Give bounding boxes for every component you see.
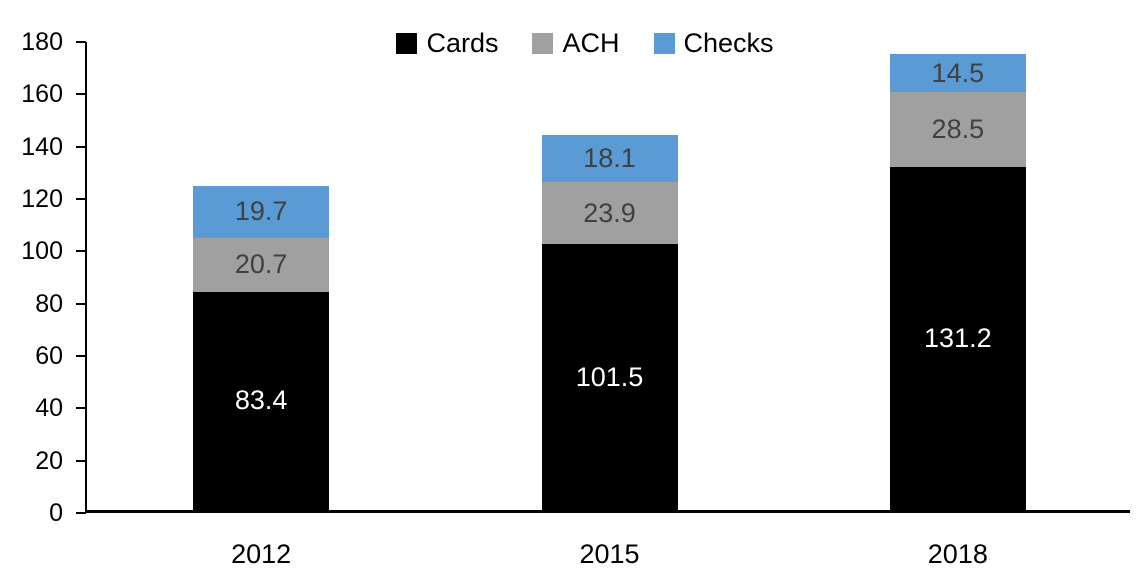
bar-segment-checks-2018: 14.5	[889, 54, 1026, 93]
bar-segment-ach-2015: 23.9	[541, 181, 678, 245]
bar-group-2018: 14.5 28.5 131.2	[889, 54, 1026, 510]
y-axis-tick-label: 100	[21, 237, 63, 266]
y-axis-tick-label: 40	[35, 394, 63, 423]
bar-group-2012: 19.7 20.7 83.4	[193, 186, 330, 510]
value-label: 101.5	[575, 361, 644, 392]
plot-area: 0 20 40 60 80 100 120 140 160 180 19.7 20.7 83.4 2012…	[21, 30, 1130, 569]
y-axis-tick	[76, 93, 86, 96]
legend-label-cards: Cards	[426, 28, 499, 58]
value-label: 83.4	[234, 385, 288, 416]
y-axis-tick-label: 80	[35, 289, 63, 318]
x-axis-label-2012: 2012	[231, 539, 292, 569]
legend-label-checks: Checks	[683, 28, 774, 58]
legend-item-checks: Checks	[653, 28, 774, 58]
bar-segment-checks-2015: 18.1	[541, 134, 678, 182]
y-axis-tick	[76, 407, 86, 410]
y-axis-tick-label: 20	[35, 446, 63, 475]
y-axis-tick-label: 120	[21, 185, 63, 213]
bar-segment-cards-2012: 83.4	[193, 291, 330, 510]
y-axis-tick	[76, 355, 86, 357]
y-axis-tick-label: 160	[21, 80, 63, 109]
y-axis-tick	[76, 302, 86, 305]
y-axis-tick	[76, 512, 86, 514]
value-label: 23.9	[583, 197, 636, 228]
legend-item-cards: Cards	[396, 30, 498, 57]
y-axis-tick-label: 0	[49, 499, 63, 527]
checks-swatch-icon	[653, 33, 675, 54]
value-label: 20.7	[234, 249, 288, 280]
y-axis-tick	[76, 198, 86, 200]
legend-item-ach: ACH	[532, 28, 620, 58]
y-axis-tick	[76, 250, 86, 253]
bar-segment-checks-2012: 19.7	[193, 186, 330, 238]
y-axis-tick	[76, 145, 86, 148]
bar-segment-cards-2018: 131.2	[889, 166, 1026, 510]
value-label: 131.2	[924, 322, 992, 353]
y-axis-tick	[76, 41, 86, 43]
bar-segment-ach-2012: 20.7	[193, 237, 330, 292]
ach-swatch-icon	[532, 33, 554, 54]
y-axis-tick	[76, 459, 86, 462]
y-axis-tick-label: 60	[35, 342, 63, 370]
x-axis-label-2018: 2018	[927, 539, 988, 569]
legend: Cards ACH Checks	[85, 30, 1085, 57]
cards-swatch-icon	[396, 33, 418, 54]
value-label: 19.7	[234, 196, 288, 227]
bar-segment-ach-2018: 28.5	[889, 92, 1026, 167]
y-axis-tick-label: 180	[21, 28, 63, 56]
value-label: 14.5	[931, 57, 985, 88]
value-label: 28.5	[931, 113, 985, 144]
legend-label-ach: ACH	[562, 28, 620, 58]
bar-group-2015: 18.1 23.9 101.5	[541, 134, 678, 510]
bar-segment-cards-2015: 101.5	[541, 244, 678, 510]
x-axis-label-2015: 2015	[579, 539, 640, 569]
y-axis-tick-label: 140	[21, 132, 63, 161]
value-label: 18.1	[583, 142, 636, 173]
